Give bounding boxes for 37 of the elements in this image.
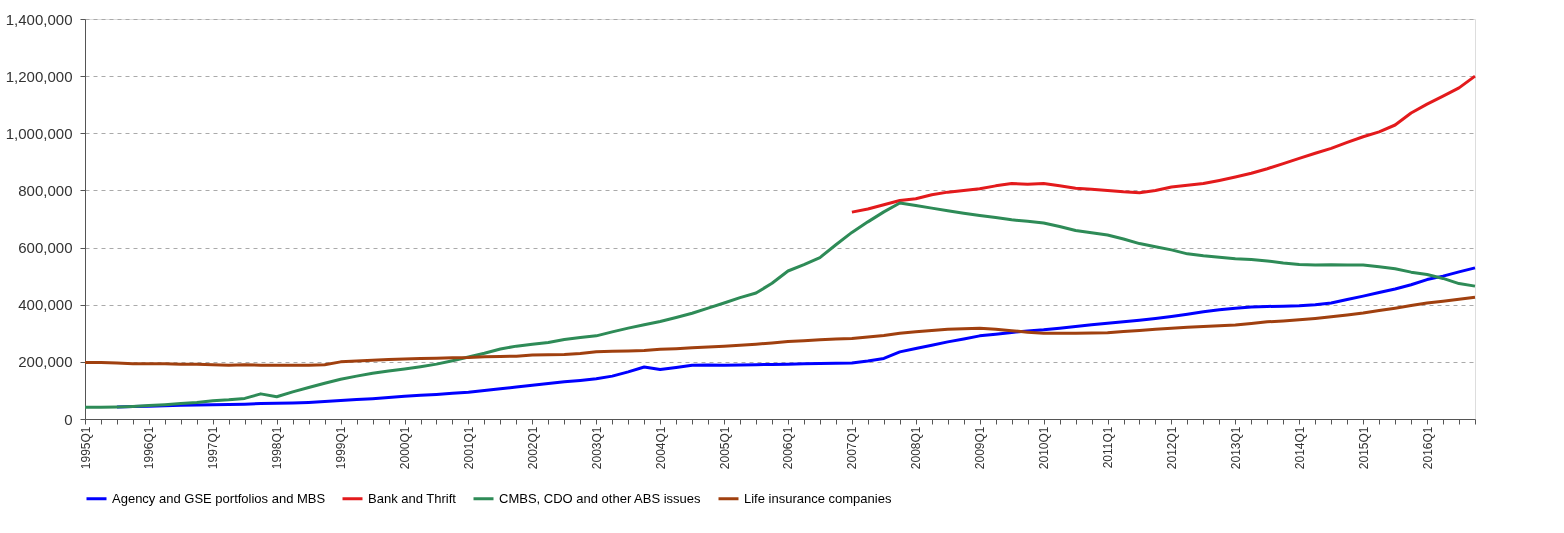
x-tick-label: 2001Q1 — [461, 426, 476, 470]
y-tick-label: 1,400,000 — [5, 10, 73, 28]
x-tick-label: 2012Q1 — [1164, 426, 1179, 470]
x-tick-label: 2014Q1 — [1292, 426, 1307, 470]
x-tick-label: 2016Q1 — [1420, 426, 1435, 470]
y-tick-label: 400,000 — [18, 296, 73, 314]
x-tick-label: 2009Q1 — [973, 426, 988, 470]
x-tick-label: 1996Q1 — [142, 426, 157, 470]
x-tick-label: 2006Q1 — [781, 426, 796, 470]
x-tick-label: 1998Q1 — [270, 426, 285, 470]
legend-label: Life insurance companies — [744, 490, 892, 506]
x-tick-label: 2003Q1 — [589, 426, 604, 470]
x-tick-label: 2013Q1 — [1228, 426, 1243, 470]
x-tick-label: 2002Q1 — [525, 426, 540, 470]
x-tick-label: 1995Q1 — [78, 426, 93, 470]
line-series — [83, 201, 1477, 409]
y-tick-label: 200,000 — [18, 353, 73, 371]
x-tick-label: 2004Q1 — [653, 426, 668, 470]
y-tick-label: 0 — [64, 410, 73, 428]
y-tick-label: 1,000,000 — [5, 124, 73, 142]
x-tick-label: 2005Q1 — [717, 426, 732, 470]
y-tick-label: 800,000 — [18, 181, 73, 199]
x-tick-label: 2000Q1 — [398, 426, 413, 470]
x-tick-label: 2010Q1 — [1037, 426, 1052, 470]
x-tick-label: 1997Q1 — [206, 426, 221, 470]
legend-label: Agency and GSE portfolios and MBS — [112, 490, 326, 506]
x-tick-label: 2008Q1 — [909, 426, 924, 470]
line-series — [850, 74, 1477, 214]
x-tick-label: 2015Q1 — [1356, 426, 1371, 470]
x-tick-label: 1999Q1 — [334, 426, 349, 470]
y-tick-label: 1,200,000 — [5, 67, 73, 85]
legend-label: CMBS, CDO and other ABS issues — [499, 490, 702, 506]
x-tick-label: 2007Q1 — [845, 426, 860, 470]
x-tick-label: 2011Q1 — [1101, 426, 1116, 469]
line-series — [83, 295, 1477, 367]
y-tick-label: 600,000 — [18, 239, 73, 257]
legend-label: Bank and Thrift — [368, 490, 457, 506]
